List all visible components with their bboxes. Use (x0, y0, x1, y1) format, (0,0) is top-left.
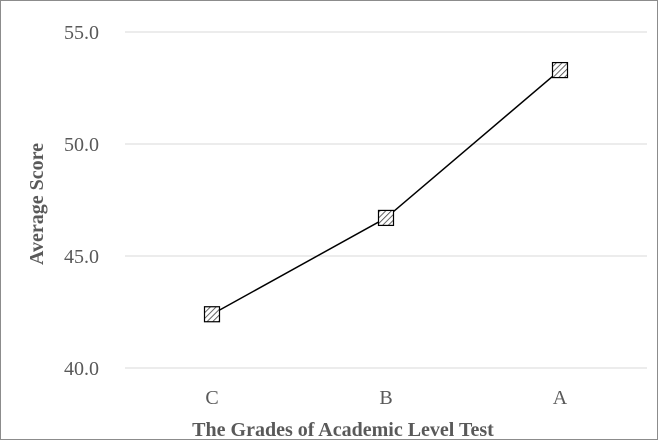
x-tick-label: C (205, 387, 218, 409)
y-tick-label: 50.0 (64, 134, 99, 156)
y-tick-label: 45.0 (64, 246, 99, 268)
series-line (211, 69, 561, 315)
x-tick-label: B (379, 387, 392, 409)
y-tick-labels: 40.0 45.0 50.0 55.0 (64, 22, 99, 380)
x-axis-title: The Grades of Academic Level Test (192, 419, 494, 441)
y-tick-label: 55.0 (64, 22, 99, 44)
data-point-marker (551, 61, 569, 79)
data-point-marker (377, 209, 395, 227)
data-point-marker (203, 306, 221, 323)
x-tick-label: A (553, 387, 568, 409)
y-tick-label: 40.0 (64, 358, 99, 380)
series-layer (203, 61, 569, 323)
gridlines (125, 31, 647, 369)
y-axis-title: Average Score (26, 143, 48, 265)
